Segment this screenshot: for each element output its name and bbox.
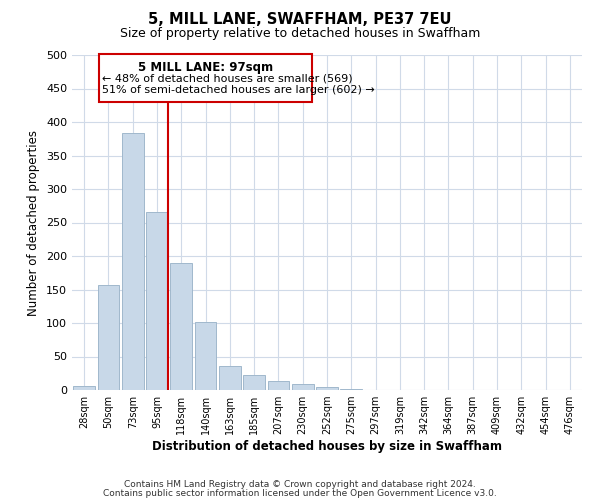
Bar — [292, 384, 314, 390]
FancyBboxPatch shape — [99, 54, 313, 102]
Bar — [316, 386, 338, 390]
Bar — [73, 386, 95, 390]
Text: 5, MILL LANE, SWAFFHAM, PE37 7EU: 5, MILL LANE, SWAFFHAM, PE37 7EU — [148, 12, 452, 28]
Bar — [243, 376, 265, 390]
Text: Size of property relative to detached houses in Swaffham: Size of property relative to detached ho… — [120, 28, 480, 40]
Bar — [170, 262, 192, 390]
Bar — [219, 366, 241, 390]
Bar — [122, 132, 143, 390]
Bar — [97, 285, 119, 390]
Bar — [146, 212, 168, 390]
Text: Contains public sector information licensed under the Open Government Licence v3: Contains public sector information licen… — [103, 489, 497, 498]
Text: Contains HM Land Registry data © Crown copyright and database right 2024.: Contains HM Land Registry data © Crown c… — [124, 480, 476, 489]
Bar — [268, 382, 289, 390]
Text: 5 MILL LANE: 97sqm: 5 MILL LANE: 97sqm — [138, 61, 273, 74]
Bar — [194, 322, 217, 390]
Y-axis label: Number of detached properties: Number of detached properties — [28, 130, 40, 316]
X-axis label: Distribution of detached houses by size in Swaffham: Distribution of detached houses by size … — [152, 440, 502, 453]
Text: 51% of semi-detached houses are larger (602) →: 51% of semi-detached houses are larger (… — [103, 85, 375, 95]
Text: ← 48% of detached houses are smaller (569): ← 48% of detached houses are smaller (56… — [103, 73, 353, 83]
